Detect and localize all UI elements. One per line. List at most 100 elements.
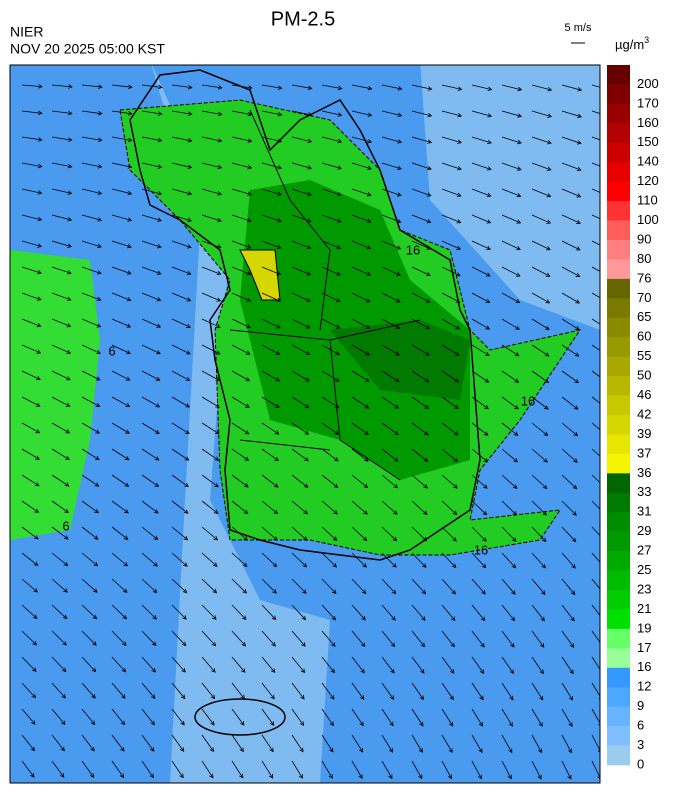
colorbar-label: 200	[637, 76, 659, 91]
colorbar-label: 120	[637, 173, 659, 188]
wind-arrow-head	[394, 404, 400, 409]
colorbar-label: 12	[637, 679, 651, 694]
wind-arrow-head	[424, 404, 430, 409]
wind-arrow-head	[67, 137, 73, 142]
colorbar-label: 60	[637, 329, 651, 344]
wind-arrow	[261, 84, 282, 89]
wind-arrow-head	[426, 192, 432, 197]
wind-arrow	[141, 292, 161, 301]
wind-arrow	[501, 630, 515, 648]
wind-arrow	[231, 370, 250, 382]
wind-arrow	[291, 500, 308, 515]
wind-arrow-head	[543, 458, 548, 463]
wind-arrow	[351, 188, 372, 196]
wind-arrow	[411, 136, 432, 143]
wind-arrow-head	[31, 720, 36, 725]
wind-arrow-head	[153, 535, 159, 541]
wind-arrow-head	[37, 137, 43, 142]
wind-arrow-head	[511, 590, 516, 595]
wind-arrow-head	[157, 164, 163, 169]
wind-arrow	[201, 500, 218, 514]
wind-arrow-head	[247, 85, 253, 90]
wind-arrow	[171, 318, 191, 328]
wind-arrow-head	[513, 431, 519, 436]
wind-arrow	[51, 318, 71, 327]
wind-arrow	[381, 734, 393, 753]
wind-arrow	[471, 630, 485, 648]
wind-arrow	[51, 370, 71, 381]
wind-arrow	[81, 630, 97, 646]
wind-arrow	[111, 292, 131, 301]
wind-arrow	[351, 292, 371, 303]
wind-arrow-head	[119, 773, 124, 779]
wind-arrow	[201, 448, 219, 461]
wind-arrow	[591, 448, 600, 457]
wind-arrow	[231, 656, 246, 673]
colorbar-label: 110	[637, 193, 658, 208]
wind-arrow-head	[457, 86, 463, 91]
wind-arrow-head	[396, 245, 402, 250]
colorbar-band	[607, 337, 630, 357]
wind-arrow-head	[425, 325, 431, 330]
wind-arrow-head	[362, 536, 368, 542]
wind-arrow-head	[94, 482, 100, 487]
wind-arrow	[21, 344, 41, 354]
wind-arrow	[231, 474, 249, 488]
wind-arrow	[381, 682, 394, 700]
wind-arrow	[351, 604, 366, 621]
wind-arrow-head	[150, 694, 156, 699]
wind-arrow-head	[450, 669, 455, 674]
wind-arrow	[171, 552, 188, 567]
colorbar-band	[607, 298, 630, 319]
wind-arrow	[441, 630, 455, 647]
wind-arrow-head	[97, 190, 103, 196]
wind-arrow	[261, 526, 278, 541]
wind-arrow	[321, 344, 340, 356]
wind-arrow	[81, 370, 101, 381]
wind-arrow	[441, 422, 459, 436]
wind-arrow-head	[126, 350, 131, 355]
wind-arrow	[471, 318, 490, 330]
wind-arrow-head	[537, 774, 542, 780]
wind-arrow-head	[156, 244, 162, 249]
wind-arrow-head	[422, 563, 427, 568]
wind-arrow	[201, 84, 222, 89]
wind-arrow-head	[274, 456, 279, 462]
wind-arrow-head	[510, 642, 515, 648]
wind-arrow-head	[483, 431, 489, 436]
wind-arrow-head	[38, 84, 43, 89]
wind-arrow	[321, 422, 339, 435]
wind-arrow-head	[217, 85, 223, 90]
wind-arrow	[51, 578, 68, 593]
contour-label: 16	[406, 242, 420, 257]
wind-arrow-head	[33, 561, 39, 566]
wind-arrow	[21, 708, 36, 725]
land-haze	[10, 250, 100, 540]
wind-arrow	[201, 578, 217, 594]
wind-arrow-head	[455, 351, 460, 356]
wind-arrow	[141, 136, 162, 142]
wind-arrow	[111, 604, 127, 620]
wind-arrow-head	[456, 219, 462, 224]
colorbar-band	[607, 278, 630, 299]
wind-arrow	[441, 136, 462, 144]
wind-arrow	[141, 84, 162, 88]
wind-arrow-head	[97, 110, 103, 116]
wind-arrow	[501, 656, 514, 674]
wind-arrow	[81, 292, 101, 301]
wind-arrow	[81, 422, 100, 434]
wind-arrow-head	[425, 351, 430, 356]
wind-arrow	[21, 136, 42, 141]
wind-arrow-head	[515, 272, 521, 277]
wind-arrow-head	[275, 350, 281, 355]
wind-arrow	[441, 682, 454, 700]
wind-arrow-head	[571, 537, 577, 543]
wind-arrow	[321, 370, 340, 382]
wind-arrow-head	[575, 299, 581, 304]
wind-arrow	[381, 708, 394, 726]
wind-arrow-head	[331, 615, 336, 621]
wind-arrow	[111, 136, 132, 141]
wind-arrow	[201, 162, 222, 169]
wind-arrow-head	[65, 429, 71, 434]
